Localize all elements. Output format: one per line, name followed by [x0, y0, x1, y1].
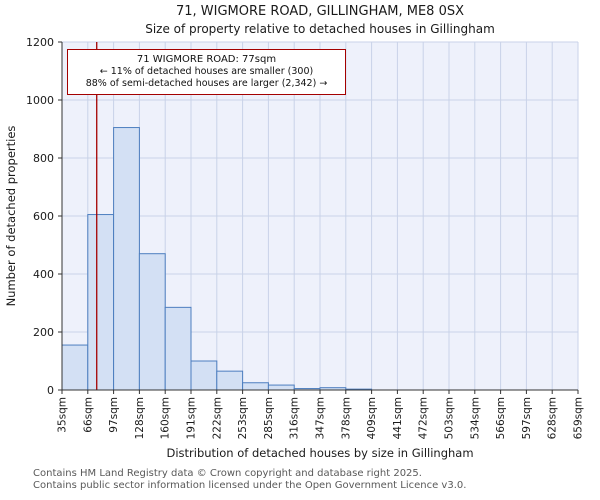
- histogram-bar: [113, 127, 140, 391]
- chart-title: 71, WIGMORE ROAD, GILLINGHAM, ME8 0SX: [175, 4, 465, 19]
- chart-subtitle: Size of property relative to detached ho…: [145, 22, 495, 36]
- annotation-property-line: 71 WIGMORE ROAD: 77sqm: [136, 54, 277, 65]
- histogram-bar: [242, 382, 269, 391]
- x-tick-label: 97sqm: [108, 397, 120, 433]
- histogram-bar: [267, 384, 295, 391]
- footer-copyright-line: Contains HM Land Registry data © Crown c…: [33, 468, 422, 479]
- histogram-bar: [138, 253, 166, 391]
- x-tick-label: 253sqm: [237, 397, 249, 439]
- x-tick-label: 316sqm: [289, 397, 301, 439]
- x-tick-label: 35sqm: [57, 397, 69, 433]
- y-tick-label: 1200: [26, 36, 54, 49]
- footer-licence-line: Contains public sector information licen…: [33, 479, 467, 491]
- y-tick-label: 1000: [26, 94, 54, 107]
- y-tick-label: 400: [33, 268, 54, 281]
- x-tick-label: 441sqm: [392, 397, 404, 439]
- x-tick-label: 534sqm: [469, 397, 481, 439]
- x-tick-label: 222sqm: [211, 397, 223, 439]
- x-tick-label: 160sqm: [160, 397, 172, 439]
- y-axis-title: Number of detached properties: [4, 126, 18, 307]
- x-tick-label: 659sqm: [573, 397, 585, 439]
- x-tick-label: 628sqm: [547, 397, 559, 439]
- x-tick-label: 191sqm: [186, 397, 198, 439]
- x-tick-label: 66sqm: [82, 397, 94, 433]
- y-tick-label: 800: [33, 152, 54, 165]
- histogram-bar: [190, 360, 218, 391]
- y-tick-label: 600: [33, 210, 54, 223]
- x-tick-label: 472sqm: [418, 397, 430, 439]
- y-tick-label: 0: [47, 384, 54, 397]
- x-axis-title: Distribution of detached houses by size …: [166, 446, 473, 460]
- histogram-bar: [87, 214, 115, 391]
- annotation-box: 71 WIGMORE ROAD: 77sqm ← 11% of detached…: [67, 49, 346, 95]
- x-tick-label: 128sqm: [134, 397, 146, 439]
- histogram-bar: [61, 344, 89, 391]
- y-tick-label: 200: [33, 326, 54, 339]
- x-tick-label: 285sqm: [263, 397, 275, 439]
- histogram-bar: [164, 306, 192, 391]
- footer: Contains HM Land Registry data © Crown c…: [33, 468, 466, 492]
- annotation-smaller-line: ← 11% of detached houses are smaller (30…: [99, 66, 314, 77]
- x-tick-label: 347sqm: [315, 397, 327, 439]
- x-tick-label: 378sqm: [340, 397, 352, 439]
- x-tick-label: 566sqm: [495, 397, 507, 439]
- annotation-larger-line: 88% of semi-detached houses are larger (…: [85, 78, 328, 90]
- x-tick-label: 409sqm: [366, 397, 378, 439]
- x-tick-label: 503sqm: [444, 397, 456, 439]
- histogram-bar: [216, 370, 244, 391]
- x-tick-label: 597sqm: [521, 397, 533, 439]
